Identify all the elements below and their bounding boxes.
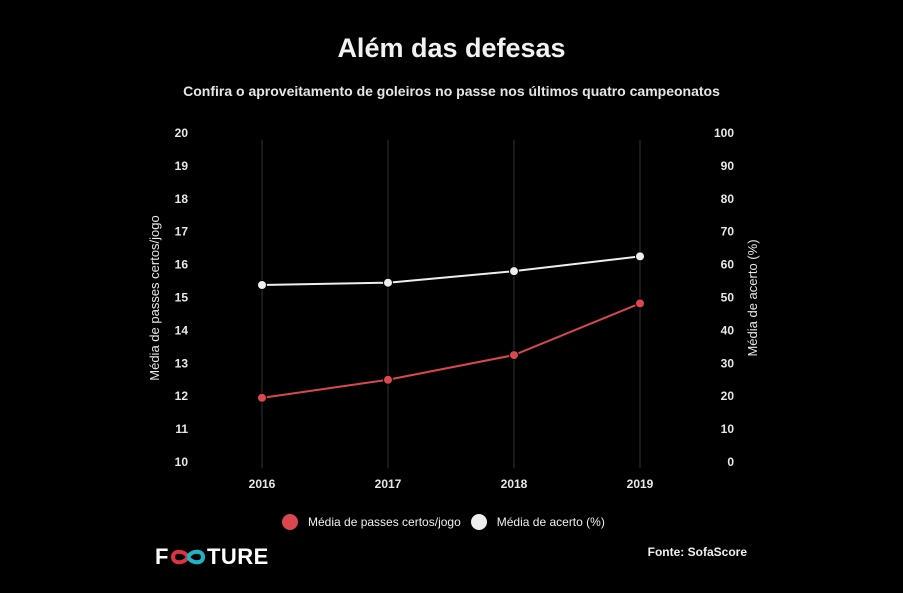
y-right-tick: 20	[721, 389, 735, 403]
y-left-tick: 14	[175, 323, 189, 337]
logo-text-right: TURE	[206, 544, 269, 569]
y-left-tick: 10	[175, 455, 189, 469]
data-point-0	[257, 392, 267, 403]
y-left-tick: 11	[175, 422, 188, 436]
source-note: Fonte: SofaScore	[647, 545, 747, 559]
y-left-tick: 13	[175, 356, 189, 370]
y-right-tick: 80	[721, 192, 735, 206]
y-right-tick: 10	[721, 422, 735, 436]
data-point-1	[257, 279, 267, 290]
chart-subtitle: Confira o aproveitamento de goleiros no …	[183, 83, 720, 99]
data-point-0	[383, 374, 393, 385]
y-right-tick: 30	[721, 356, 735, 370]
x-tick-label: 2016	[249, 477, 276, 491]
infinity-logo-icon	[170, 549, 205, 565]
y-left-axis-title: Média de passes certos/jogo	[147, 215, 162, 380]
y-left-tick: 17	[175, 225, 189, 239]
x-tick-label: 2017	[375, 477, 402, 491]
x-tick-label: 2018	[501, 477, 528, 491]
y-left-tick: 19	[175, 159, 189, 173]
y-right-tick: 50	[721, 291, 735, 305]
series-line-1	[261, 255, 641, 286]
y-left-tick: 15	[175, 291, 189, 305]
legend-swatch-passes	[282, 514, 298, 530]
y-left-tick: 20	[175, 126, 189, 140]
y-left-tick: 12	[175, 389, 189, 403]
x-tick-label: 2019	[627, 477, 654, 491]
y-right-tick: 100	[714, 126, 734, 140]
series-line-0	[261, 302, 641, 399]
y-right-axis-title: Média de acerto (%)	[745, 239, 760, 356]
y-left-tick: 18	[175, 192, 189, 206]
legend-label-passes: Média de passes certos/jogo	[308, 515, 461, 529]
y-right-tick: 0	[727, 455, 734, 469]
y-right-tick: 90	[721, 159, 735, 173]
legend-label-accuracy: Média de acerto (%)	[496, 515, 605, 529]
chart-title: Além das defesas	[337, 33, 566, 63]
data-point-1	[509, 266, 519, 277]
y-left-tick: 16	[175, 258, 189, 272]
footure-logo: F TURE	[155, 544, 269, 570]
legend-item-passes[interactable]: Média de passes certos/jogo	[282, 514, 461, 530]
data-point-1	[635, 251, 645, 262]
data-point-0	[635, 298, 645, 309]
legend: Média de passes certos/jogo Média de ace…	[282, 514, 615, 530]
legend-item-accuracy[interactable]: Média de acerto (%)	[470, 514, 605, 530]
y-right-tick: 60	[721, 258, 735, 272]
data-point-1	[383, 277, 393, 288]
legend-swatch-accuracy	[470, 514, 487, 530]
y-right-tick: 70	[721, 225, 735, 239]
logo-text-left: F	[155, 544, 169, 569]
y-right-tick: 40	[721, 323, 735, 337]
data-point-0	[509, 350, 519, 361]
